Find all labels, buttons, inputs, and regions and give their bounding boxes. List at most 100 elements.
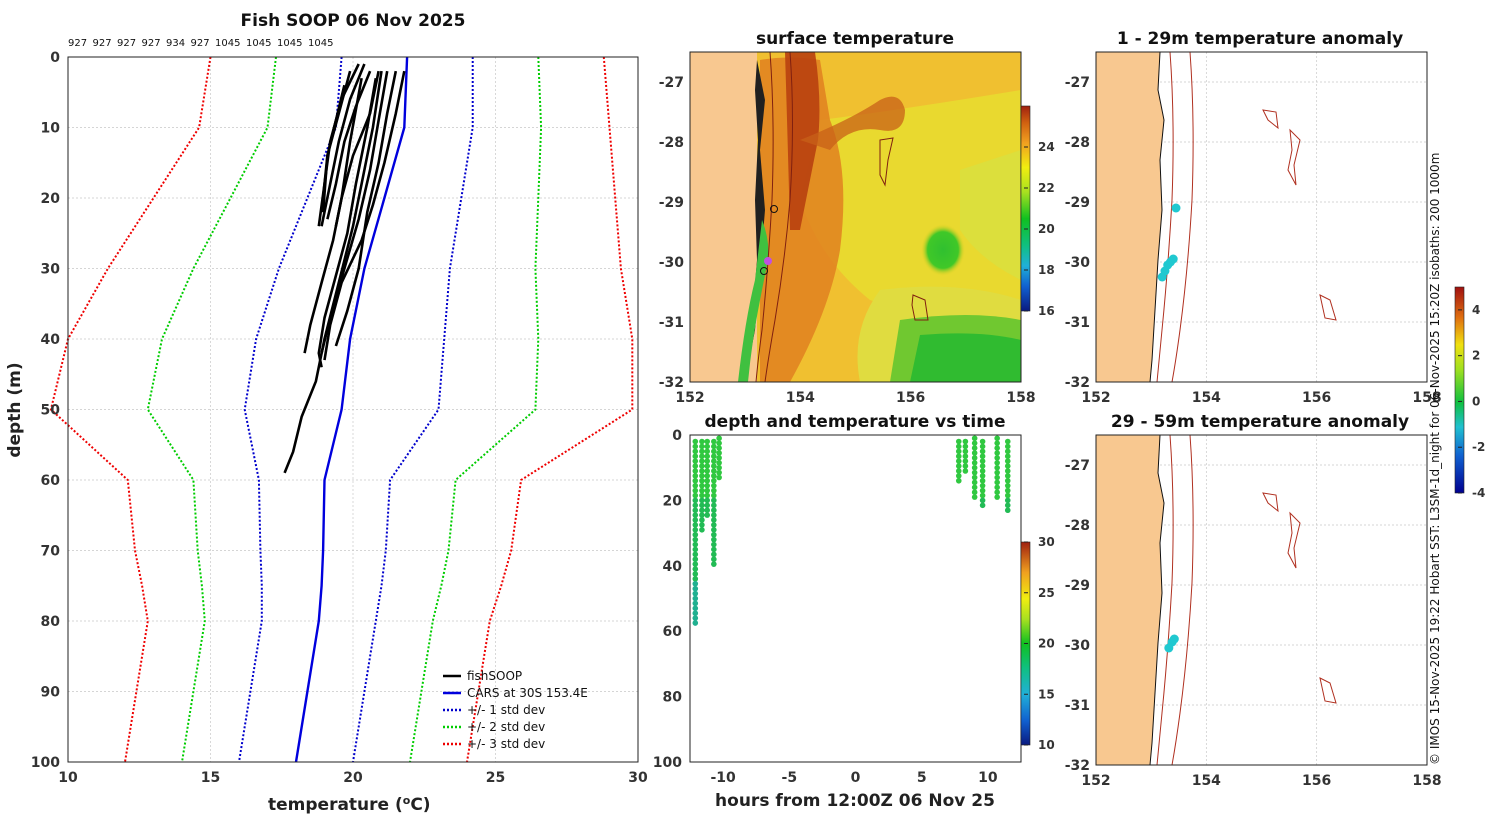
cast-sample	[979, 502, 986, 509]
legend-std1: +/- 1 std dev	[467, 703, 545, 717]
cast-id-labels: 927 927 927 927 934 927 1045 1045 1045 1045	[68, 38, 333, 49]
cast-sample	[692, 541, 699, 548]
cast-sample	[711, 502, 717, 509]
cast-sample	[962, 463, 969, 469]
cast-sample	[692, 443, 699, 450]
cast-sample	[979, 453, 986, 460]
lon-tick-label: 152	[1081, 773, 1110, 789]
cast-sample	[962, 458, 969, 464]
cast-sample	[704, 512, 711, 518]
cast-sample	[692, 477, 699, 484]
cast-sample	[716, 474, 722, 481]
cast-sample	[711, 556, 717, 563]
lat-tick-label: -28	[659, 135, 684, 151]
cast-sample	[711, 536, 717, 543]
y-tick-label: 40	[41, 332, 61, 348]
cast-sample	[699, 492, 705, 499]
cast-id-label: 927	[93, 38, 112, 49]
cast-sample	[994, 479, 1000, 486]
std1-line	[352, 57, 474, 763]
y-tick-label: 80	[663, 690, 683, 706]
cast-sample	[704, 482, 711, 489]
cast-sample	[711, 448, 717, 455]
lat-tick-label: -28	[1065, 135, 1090, 151]
cast-sample	[962, 443, 969, 450]
anomaly-point	[1171, 203, 1181, 213]
legend-std3: +/- 3 std dev	[467, 737, 545, 751]
cast-sample	[692, 517, 699, 523]
cast-sample	[971, 464, 978, 471]
cast-sample	[711, 482, 717, 489]
y-tick-label: 0	[50, 50, 60, 66]
cast-sample	[711, 551, 717, 558]
cast-sample	[692, 576, 699, 582]
cast-sample	[979, 468, 986, 474]
cast-sample	[1004, 492, 1011, 499]
colorbar-tick-label: 10	[1038, 738, 1055, 752]
cast-sample	[711, 527, 717, 533]
x-tick-label: 25	[486, 770, 505, 786]
cast-sample	[711, 458, 717, 464]
fishsoop-profile	[320, 63, 366, 227]
cast-sample	[692, 556, 699, 563]
lat-tick-label: -29	[1065, 195, 1090, 211]
profile-panel: Fish SOOP 06 Nov 2025 927 927 927 927 934 927…	[5, 11, 648, 815]
cast-sample	[711, 497, 717, 504]
sst-field	[690, 52, 1021, 382]
fishsoop-profile	[303, 77, 363, 354]
cast-sample	[692, 448, 699, 455]
cast-sample	[1004, 487, 1011, 494]
cast-sample	[711, 453, 717, 460]
cast-sample	[716, 459, 722, 466]
y-tick-label: 0	[672, 428, 682, 444]
lat-tick-label: -27	[659, 75, 684, 91]
cast-sample	[994, 440, 1000, 446]
cast-sample	[692, 546, 699, 553]
legend-cars: CARS at 30S 153.4E	[467, 686, 588, 700]
cast-sample	[711, 492, 717, 499]
colorbar-tick-label: 16	[1038, 304, 1055, 318]
profile-legend: fishSOOP CARS at 30S 153.4E +/- 1 std de…	[443, 669, 588, 751]
cast-sample	[955, 438, 962, 445]
cast-id-label: 1045	[215, 38, 240, 49]
cast-sample	[962, 453, 969, 460]
cast-sample	[692, 507, 699, 514]
x-tick-label: 5	[917, 770, 927, 786]
y-tick-label: 50	[41, 403, 61, 419]
cast-sample	[704, 463, 711, 469]
cast-sample	[979, 492, 986, 499]
colorbar-tick-label: 20	[1038, 222, 1055, 236]
cast-sample	[692, 595, 699, 602]
cast-sample	[971, 450, 978, 456]
y-tick-label: 100	[31, 755, 60, 771]
cast-sample	[692, 566, 699, 572]
y-tick-label: 30	[41, 262, 61, 278]
cast-sample	[1004, 438, 1011, 445]
lon-tick-label: 154	[786, 390, 815, 406]
cast-sample	[955, 463, 962, 469]
cast-sample	[979, 482, 986, 489]
cast-sample	[1004, 502, 1011, 509]
cast-sample	[971, 440, 978, 446]
sst-title: surface temperature	[756, 29, 954, 49]
cast-sample	[711, 522, 717, 528]
colorbar-tick-label: 20	[1038, 637, 1055, 651]
lat-tick-label: -32	[1065, 375, 1090, 391]
cast-sample	[699, 502, 705, 509]
profile-xlabel: temperature (oC)	[268, 794, 431, 816]
profile-title: Fish SOOP 06 Nov 2025	[241, 11, 466, 31]
lat-tick-label: -27	[1065, 75, 1090, 91]
cast-sample	[711, 477, 717, 484]
x-tick-label: 30	[628, 770, 648, 786]
cast-id-label: 927	[117, 38, 136, 49]
lat-tick-label: -30	[659, 255, 685, 271]
lon-tick-label: 156	[1302, 773, 1331, 789]
legend-fishsoop: fishSOOP	[467, 669, 522, 683]
cast-sample	[971, 445, 978, 451]
cast-sample	[1004, 448, 1011, 455]
cast-sample	[699, 507, 705, 514]
cast-sample	[1004, 507, 1011, 514]
lon-tick-label: 152	[1081, 390, 1110, 406]
cast-sample	[711, 541, 717, 548]
